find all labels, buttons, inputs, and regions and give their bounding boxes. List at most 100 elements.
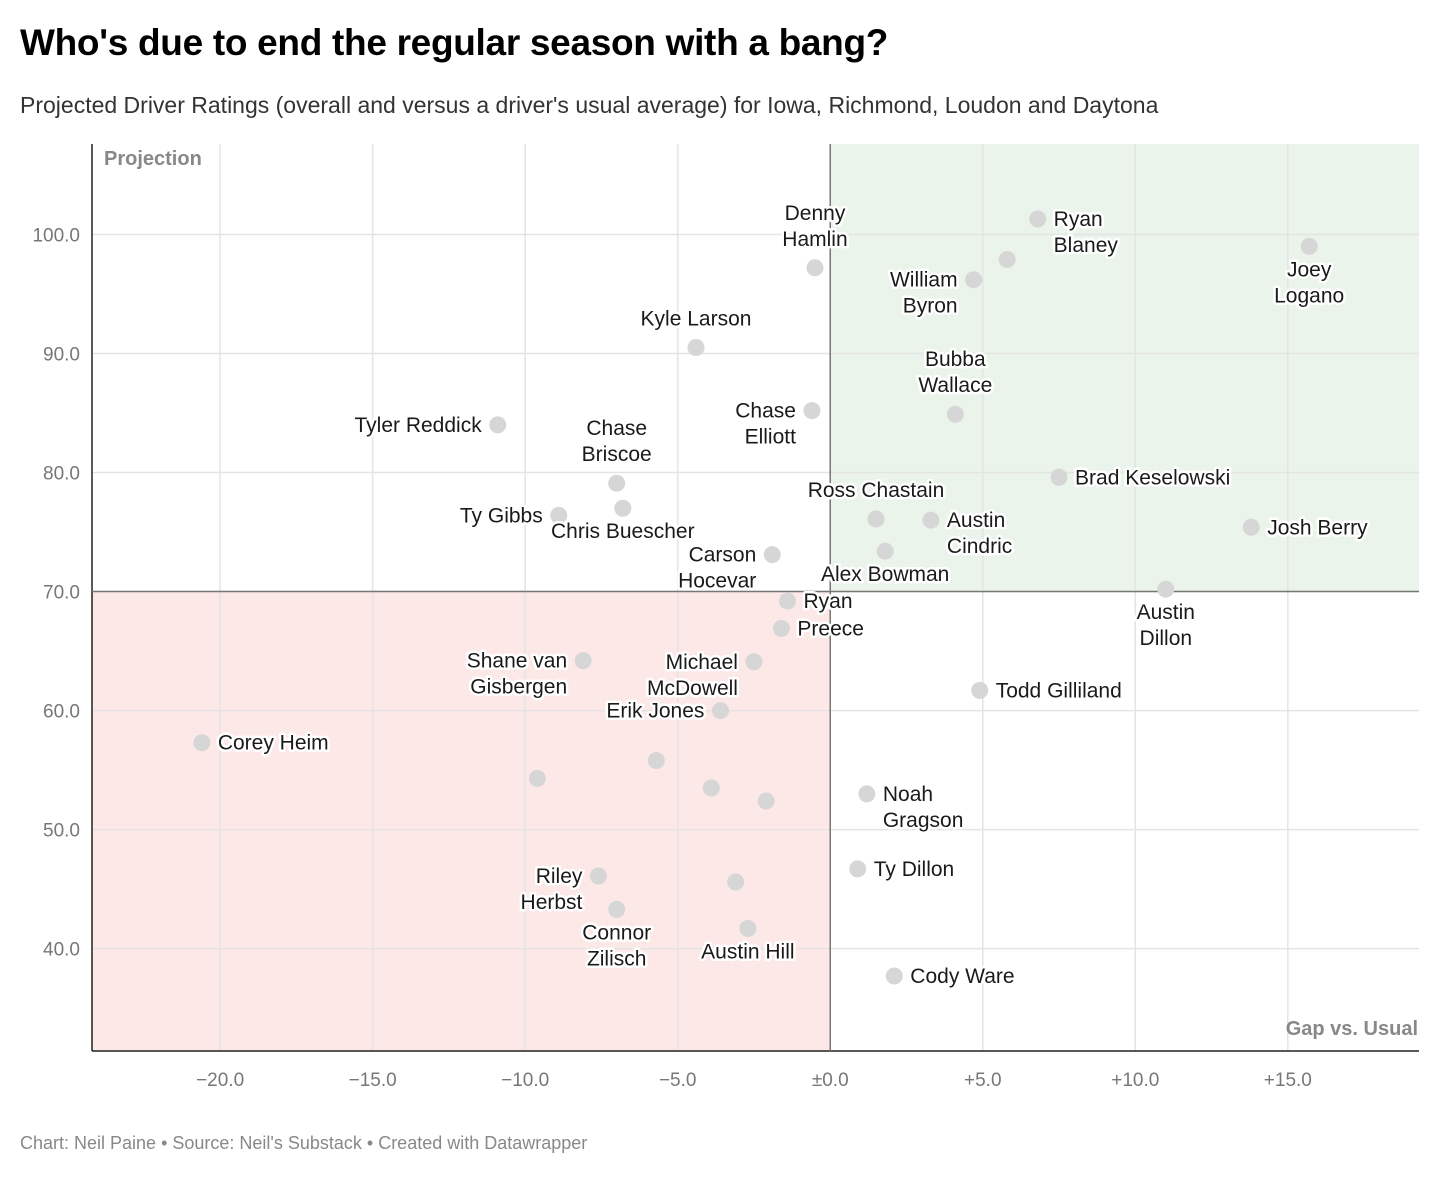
- quadrant-backgrounds: [92, 144, 1419, 1051]
- data-point: [614, 499, 632, 517]
- point-label: Todd Gilliland: [996, 679, 1122, 702]
- chart-subtitle: Projected Driver Ratings (overall and ve…: [20, 92, 1159, 118]
- point-label: Preece: [797, 617, 864, 640]
- point-label-line: Wallace: [918, 374, 992, 397]
- data-point: [1242, 518, 1260, 536]
- point-label: Brad Keselowski: [1075, 466, 1230, 489]
- point-label: Ross Chastain: [808, 479, 945, 502]
- point-label-line: Chris Buescher: [551, 520, 695, 543]
- x-tick-label: +5.0: [964, 1070, 1002, 1091]
- data-point: [971, 681, 989, 699]
- point-label-line: Cindric: [947, 535, 1012, 558]
- data-point: [1029, 210, 1047, 228]
- data-point: [876, 542, 894, 560]
- point-label-line: Denny: [785, 202, 846, 225]
- data-point: [806, 259, 824, 277]
- point-label-line: Elliott: [745, 426, 797, 449]
- point-label-line: Erik Jones: [606, 700, 704, 723]
- y-tick-label: 50.0: [43, 821, 80, 842]
- point-label-line: Chase: [735, 400, 796, 423]
- data-point: [193, 734, 211, 752]
- point-label-line: Herbst: [521, 891, 583, 914]
- point-label-line: Carson: [689, 544, 757, 567]
- point-label-line: Austin: [1137, 601, 1195, 624]
- point-label-line: Dillon: [1140, 627, 1193, 650]
- point-label: Joey Logano: [1274, 258, 1344, 307]
- data-points: [193, 210, 1318, 985]
- data-point: [922, 511, 940, 529]
- point-label-line: Gisbergen: [470, 676, 567, 699]
- point-label: Cody Ware: [910, 965, 1014, 988]
- data-point: [772, 619, 790, 637]
- chart-footer: Chart: Neil Paine • Source: Neil's Subst…: [20, 1133, 588, 1153]
- x-tick-label: −15.0: [349, 1070, 397, 1091]
- x-tick-label: −10.0: [501, 1070, 549, 1091]
- x-tick-label: ±0.0: [812, 1070, 849, 1091]
- data-point: [528, 769, 546, 787]
- point-label: Noah Gragson: [883, 783, 964, 832]
- data-point: [1050, 468, 1068, 486]
- point-label-line: Hocevar: [678, 570, 756, 593]
- data-point: [965, 271, 983, 289]
- y-tick-label: 40.0: [43, 940, 80, 961]
- data-point: [803, 402, 821, 420]
- data-point: [574, 652, 592, 670]
- x-tick-label: −5.0: [659, 1070, 697, 1091]
- point-label-line: Riley: [536, 865, 583, 888]
- point-label: Corey Heim: [218, 732, 329, 755]
- y-axis-label: Projection: [104, 148, 202, 170]
- point-label-line: Logano: [1274, 284, 1344, 307]
- data-point: [885, 967, 903, 985]
- point-labels: Joey Logano Ryan Blaney William Byron Denny Ham…: [215, 199, 1370, 990]
- data-point: [589, 867, 607, 885]
- point-label: Connor Zilisch: [582, 921, 651, 970]
- data-point: [946, 405, 964, 423]
- point-label-line: Tyler Reddick: [355, 414, 483, 437]
- data-point: [687, 339, 705, 357]
- point-label-line: Gragson: [883, 809, 964, 832]
- data-point: [608, 900, 626, 918]
- point-label-line: Chase: [586, 417, 647, 440]
- data-point: [757, 792, 775, 810]
- data-point: [739, 919, 757, 937]
- quadrant-bad: [92, 591, 831, 1051]
- point-label-line: Ty Dillon: [874, 858, 955, 881]
- point-label-line: Ross Chastain: [808, 479, 945, 502]
- point-label: Michael McDowell: [647, 651, 738, 700]
- data-point: [647, 752, 665, 770]
- point-label: Ty Dillon: [874, 858, 955, 881]
- point-label-line: Hamlin: [782, 228, 847, 251]
- point-label: William Byron: [890, 269, 958, 318]
- point-label-line: Byron: [903, 295, 958, 318]
- y-tick-label: 80.0: [43, 464, 80, 485]
- point-label-line: Ryan: [804, 590, 853, 613]
- point-label-line: McDowell: [647, 677, 738, 700]
- data-point: [711, 702, 729, 720]
- data-point: [849, 860, 867, 878]
- point-label-line: Cody Ware: [910, 965, 1014, 988]
- point-label: Bubba Wallace: [918, 348, 992, 397]
- point-label-line: Blaney: [1054, 234, 1119, 257]
- x-tick-label: +10.0: [1111, 1070, 1159, 1091]
- chart-title: Who's due to end the regular season with…: [20, 22, 889, 63]
- point-label: Chase Briscoe: [582, 417, 652, 466]
- data-point: [745, 653, 763, 671]
- point-label-line: Ty Gibbs: [460, 504, 543, 527]
- point-label: Josh Berry: [1267, 516, 1368, 539]
- point-label-line: Shane van: [467, 650, 567, 673]
- point-label: Kyle Larson: [641, 308, 752, 331]
- y-tick-label: 90.0: [43, 344, 80, 365]
- point-label-line: William: [890, 269, 958, 292]
- point-label-line: Austin Hill: [701, 940, 794, 963]
- axes: [91, 144, 1419, 1052]
- point-label-line: Kyle Larson: [641, 308, 752, 331]
- point-label: Shane van Gisbergen: [467, 650, 567, 699]
- point-label: Riley Herbst: [521, 865, 583, 914]
- data-point: [867, 510, 885, 528]
- point-label: Ty Gibbs: [460, 504, 543, 527]
- point-label: Chris Buescher: [551, 520, 695, 543]
- point-label: Erik Jones: [606, 700, 704, 723]
- point-label-line: Noah: [883, 783, 933, 806]
- point-label: Austin Hill: [701, 940, 794, 963]
